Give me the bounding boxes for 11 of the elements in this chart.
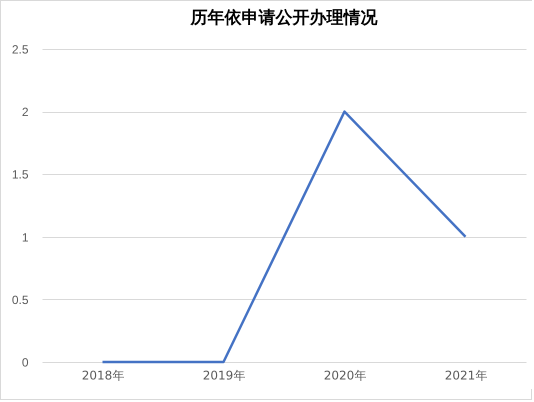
x-tick-label: 2019年: [202, 368, 246, 382]
chart-title: 历年依申请公开办理情况: [190, 8, 378, 28]
y-tick-label: 1.5: [12, 168, 29, 182]
y-tick-label: 2: [22, 105, 29, 120]
x-tick-label: 2018年: [82, 368, 124, 382]
y-tick-label: 0.5: [12, 292, 29, 307]
x-tick-label: 2020年: [324, 368, 366, 382]
y-tick-label: 0: [22, 356, 29, 370]
x-tick-label: 2021年: [444, 368, 488, 382]
y-tick-label: 1: [22, 230, 29, 244]
y-tick-label: 2.5: [12, 42, 29, 56]
